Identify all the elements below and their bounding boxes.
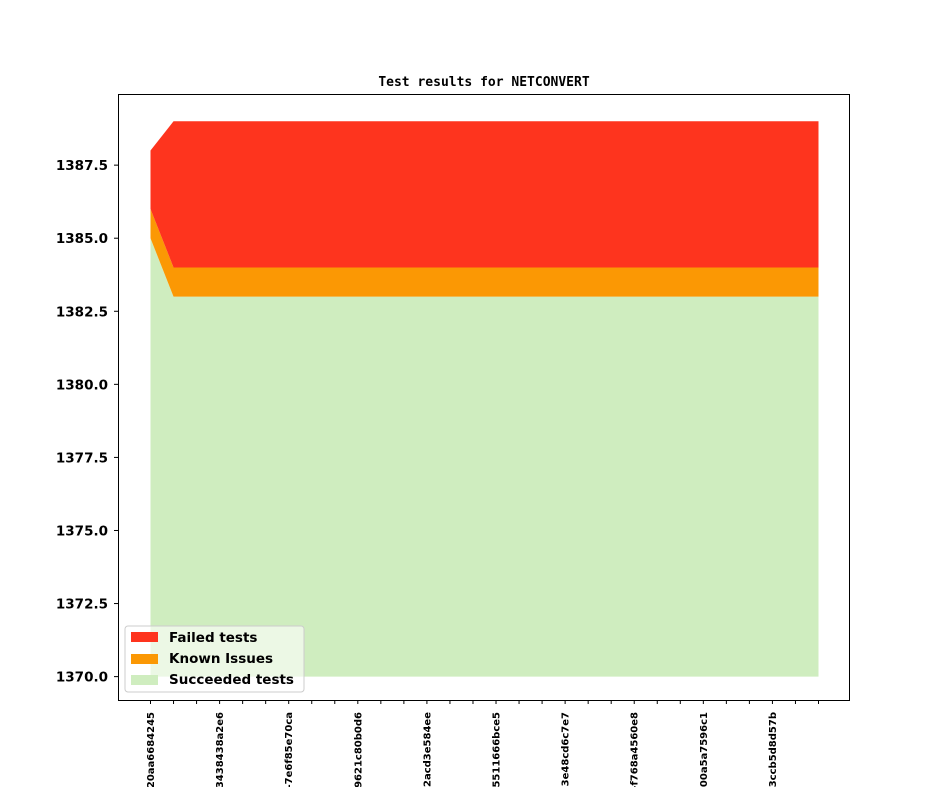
y-tick-label: 1370.0	[56, 670, 108, 686]
legend: Failed tests Known Issues Succeeded test…	[124, 625, 305, 693]
legend-label-failed: Failed tests	[169, 630, 257, 646]
area-succeeded-tests	[150, 238, 819, 677]
y-tick-label: 1387.5	[56, 158, 108, 174]
area-series-group	[150, 121, 819, 677]
legend-label-known-issues: Known Issues	[169, 651, 273, 667]
legend-label-succeeded: Succeeded tests	[169, 672, 294, 688]
legend-box	[124, 625, 305, 693]
y-tick-label: 1375.0	[56, 523, 108, 539]
x-tick-label: 3ccb5d8d57b	[768, 712, 779, 787]
x-tick-label: -f768a4560e8	[630, 712, 641, 787]
x-axis: 20aa6684245 3438438a2e6 -7e6f85e70ca 9621c8…	[146, 700, 819, 787]
legend-swatch-known-issues	[131, 654, 158, 664]
legend-swatch-succeeded	[131, 675, 158, 685]
legend-swatch-failed	[131, 632, 158, 642]
x-tick-label: 9621c80b0d6	[353, 712, 364, 787]
x-tick-label: -7e6f85e70ca	[284, 712, 295, 787]
chart-title: Test results for NETCONVERT	[378, 75, 589, 90]
x-tick-label: 3e48cd6c7e7	[561, 712, 572, 786]
y-tick-label: 1382.5	[56, 304, 108, 320]
x-tick-label: 20aa6684245	[146, 712, 157, 787]
plot-frame	[118, 94, 850, 701]
y-tick-label: 1380.0	[56, 377, 108, 393]
area-known-issues	[150, 208, 819, 297]
area-failed-tests	[150, 121, 819, 268]
y-tick-label: 1385.0	[56, 231, 108, 247]
x-tick-label: 5511666bce5	[492, 712, 503, 787]
x-tick-label: -00a5a7596c1	[699, 712, 710, 787]
x-tick-label: 2acd3e584ee	[422, 712, 433, 787]
y-axis: 1370.0 1372.5 1375.0 1377.5 1380.0 1382.5 1385…	[56, 158, 119, 686]
y-tick-label: 1377.5	[56, 450, 108, 466]
y-tick-label: 1372.5	[56, 597, 108, 613]
x-tick-label: 3438438a2e6	[215, 712, 226, 787]
